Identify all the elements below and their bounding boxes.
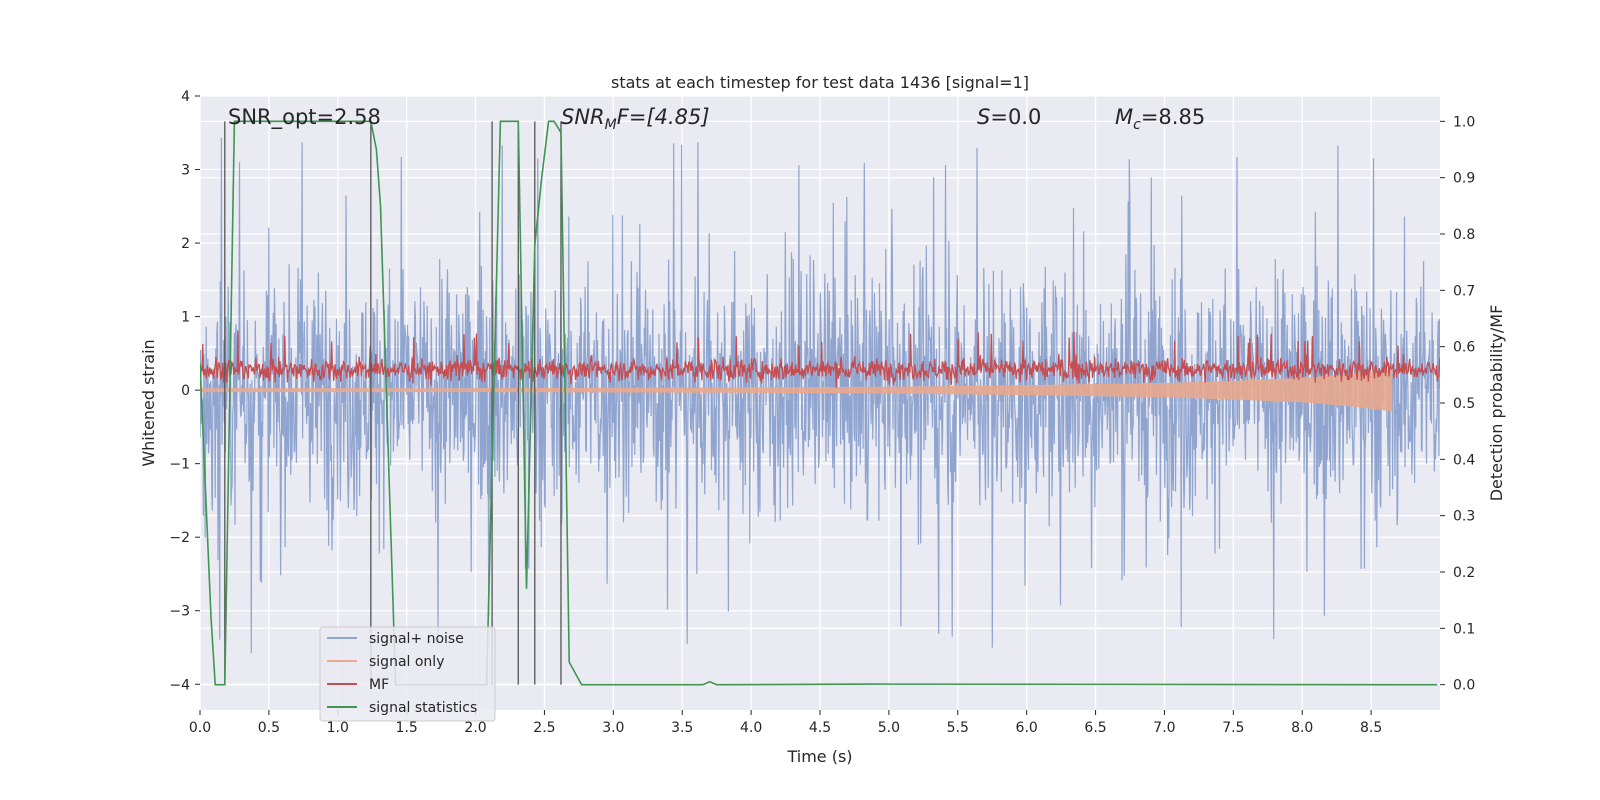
x-tick-label: 3.5 <box>671 720 693 736</box>
annotation-snr-mf-rest: F=[4.85] <box>617 105 710 129</box>
legend-label-mf: MF <box>369 677 389 693</box>
x-axis-ticks: 0.0 0.5 1.0 1.5 2.0 2.5 3.0 3.5 4.0 4.5 5.0 5.5 6.0 6… <box>189 710 1382 736</box>
legend-label-signal-only: signal only <box>369 654 444 670</box>
y2-tick-label: 0.5 <box>1453 396 1475 412</box>
y2-tick-label: 1.0 <box>1453 114 1475 130</box>
annotation-s-base: S <box>977 105 990 129</box>
x-tick-label: 6.0 <box>1016 720 1038 736</box>
y-tick-label: 0 <box>181 383 190 399</box>
x-axis-label: Time (s) <box>786 747 852 766</box>
y2-tick-label: 0.1 <box>1453 621 1475 637</box>
annotation-s: S=0.0 <box>977 105 1041 129</box>
x-tick-label: 2.0 <box>464 720 486 736</box>
y2-tick-label: 0.3 <box>1453 509 1475 525</box>
x-tick-label: 7.5 <box>1222 720 1244 736</box>
x-tick-label: 8.0 <box>1291 720 1313 736</box>
legend: signal+ noise signal only MF signal stat… <box>319 626 496 722</box>
y2-tick-label: 0.8 <box>1453 227 1475 243</box>
y-tick-label: 4 <box>181 89 190 105</box>
annotation-s-rest: =0.0 <box>990 105 1041 129</box>
x-tick-label: 4.0 <box>740 720 762 736</box>
y2-axis-label: Detection probability/MF <box>1487 305 1506 502</box>
y2-axis-ticks: 1.0 0.9 0.8 0.7 0.6 0.5 0.4 0.3 0.2 0.1 0.0 <box>1440 114 1475 694</box>
y2-tick-label: 0.4 <box>1453 452 1475 468</box>
x-tick-label: 0.5 <box>258 720 280 736</box>
annotation-snr-mf: SNRMF=[4.85] <box>561 105 710 133</box>
y-tick-label: −3 <box>169 604 190 620</box>
x-tick-label: 5.0 <box>878 720 900 736</box>
x-tick-label: 5.5 <box>947 720 969 736</box>
x-tick-label: 6.5 <box>1084 720 1106 736</box>
x-tick-label: 1.5 <box>396 720 418 736</box>
annotation-snr-mf-sub: M <box>605 117 617 133</box>
legend-label-signal-statistics: signal statistics <box>369 700 477 716</box>
y-tick-label: −1 <box>169 457 190 473</box>
y-tick-label: 3 <box>181 163 190 179</box>
legend-label-signal-noise: signal+ noise <box>369 631 464 647</box>
y-tick-label: −4 <box>169 677 190 693</box>
y-axis-ticks: 4 3 2 1 0 −1 −2 −3 −4 <box>169 89 200 693</box>
annotation-snr-mf-base: SNR <box>561 105 605 129</box>
threshold-lines <box>224 121 562 685</box>
annotation-snr-opt: SNR_opt=2.58 <box>228 105 381 130</box>
annotation-mc-rest: =8.85 <box>1141 105 1205 129</box>
y2-tick-label: 0.9 <box>1453 171 1475 187</box>
series-signal-statistics <box>200 120 1438 686</box>
legend-box <box>319 626 496 722</box>
annotation-mc-sub: c <box>1133 117 1141 133</box>
y2-tick-label: 0.2 <box>1453 565 1475 581</box>
annotation-mc-base: M <box>1115 105 1133 129</box>
y-axis-label: Whitened strain <box>139 339 158 466</box>
x-tick-label: 4.5 <box>809 720 831 736</box>
annotation-mc: Mc=8.85 <box>1115 105 1205 133</box>
y2-tick-label: 0.0 <box>1453 678 1475 694</box>
y-tick-label: 1 <box>181 310 190 326</box>
x-tick-label: 0.0 <box>189 720 211 736</box>
x-tick-label: 3.0 <box>602 720 624 736</box>
series-signal-only <box>200 368 1393 412</box>
chart-title: stats at each timestep for test data 143… <box>611 73 1029 92</box>
series-mf <box>200 331 1440 388</box>
y-tick-label: −2 <box>169 530 190 546</box>
x-tick-label: 1.0 <box>327 720 349 736</box>
y-tick-label: 2 <box>181 236 190 252</box>
x-tick-label: 2.5 <box>533 720 555 736</box>
x-tick-label: 8.5 <box>1360 720 1382 736</box>
x-tick-label: 7.0 <box>1153 720 1175 736</box>
y2-tick-label: 0.7 <box>1453 283 1475 299</box>
y2-tick-label: 0.6 <box>1453 340 1475 356</box>
